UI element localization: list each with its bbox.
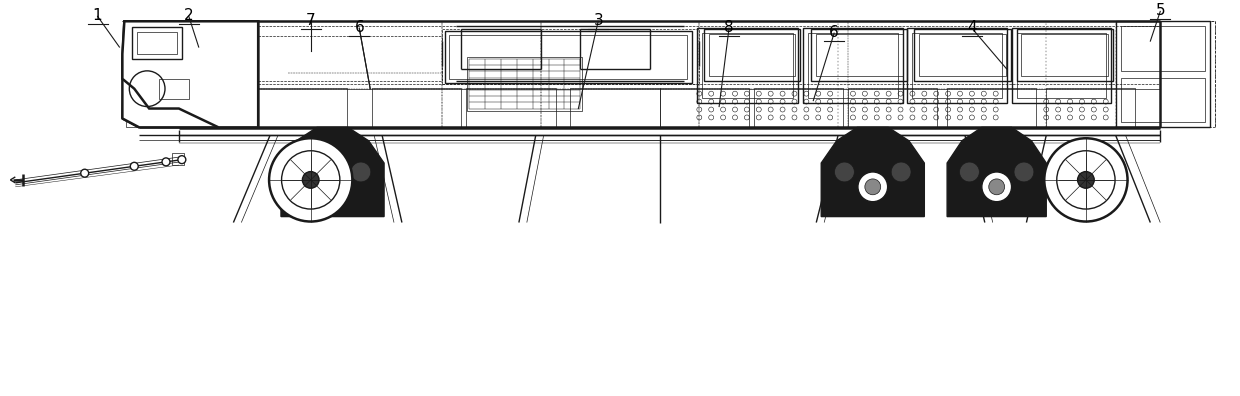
Bar <box>808 33 898 98</box>
Polygon shape <box>821 128 924 217</box>
Bar <box>228 31 253 59</box>
Bar <box>159 79 188 99</box>
Bar <box>1121 78 1205 122</box>
Text: 3: 3 <box>593 13 603 28</box>
Circle shape <box>81 169 89 177</box>
Bar <box>702 33 794 98</box>
Circle shape <box>162 158 170 166</box>
Circle shape <box>858 172 888 202</box>
Circle shape <box>130 162 138 170</box>
Bar <box>709 34 795 76</box>
Bar <box>1121 26 1205 71</box>
Text: 1: 1 <box>93 8 103 23</box>
Bar <box>947 88 1037 128</box>
Bar <box>811 29 908 81</box>
Text: 7: 7 <box>306 13 315 28</box>
Bar <box>804 28 903 103</box>
Bar <box>1022 34 1107 76</box>
Bar <box>467 57 583 110</box>
Circle shape <box>864 179 880 195</box>
Polygon shape <box>281 128 384 217</box>
Circle shape <box>303 171 319 188</box>
Circle shape <box>294 162 314 182</box>
Bar <box>372 88 461 128</box>
Circle shape <box>317 172 347 202</box>
Bar <box>660 88 749 128</box>
Bar <box>704 29 800 81</box>
Bar <box>914 29 1011 81</box>
Bar <box>908 28 1007 103</box>
Bar <box>1116 21 1210 128</box>
Text: 8: 8 <box>724 20 734 35</box>
Circle shape <box>982 172 1012 202</box>
Circle shape <box>1044 138 1127 221</box>
Bar <box>232 35 250 55</box>
Circle shape <box>1014 162 1034 182</box>
Bar <box>445 31 692 83</box>
Circle shape <box>177 156 186 164</box>
Bar <box>138 32 177 54</box>
Bar <box>754 88 843 128</box>
Bar <box>1047 88 1136 128</box>
Circle shape <box>325 179 341 195</box>
Circle shape <box>988 179 1004 195</box>
Circle shape <box>835 162 854 182</box>
Bar <box>1017 33 1106 98</box>
Bar <box>697 28 799 103</box>
Bar <box>449 35 687 79</box>
Bar <box>1017 29 1112 81</box>
Circle shape <box>269 138 352 221</box>
Bar <box>466 88 556 128</box>
Bar <box>848 88 937 128</box>
Polygon shape <box>123 21 258 128</box>
Bar <box>133 27 182 59</box>
Bar <box>1012 28 1111 103</box>
Circle shape <box>892 162 911 182</box>
Polygon shape <box>947 128 1047 217</box>
Circle shape <box>960 162 980 182</box>
Circle shape <box>1078 171 1094 188</box>
Bar <box>258 88 347 128</box>
Circle shape <box>351 162 371 182</box>
Bar <box>913 33 1002 98</box>
Bar <box>816 34 903 76</box>
Text: 2: 2 <box>184 8 193 23</box>
Polygon shape <box>123 21 258 128</box>
Text: 5: 5 <box>1156 3 1166 18</box>
Text: 6: 6 <box>355 20 365 35</box>
Bar <box>172 153 184 165</box>
Text: 4: 4 <box>967 20 977 35</box>
Bar <box>570 88 660 128</box>
Text: 6: 6 <box>830 25 839 40</box>
Bar <box>919 34 1006 76</box>
